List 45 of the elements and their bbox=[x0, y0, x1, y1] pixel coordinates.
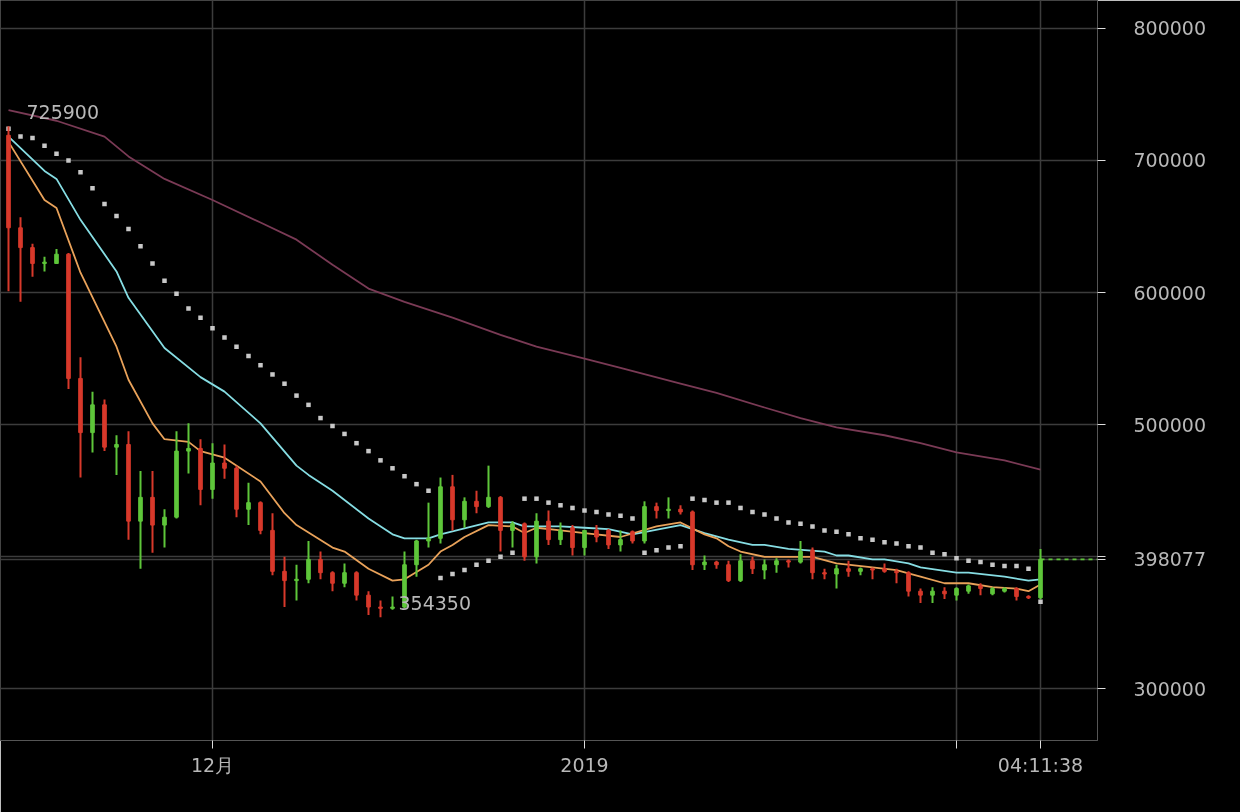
candlestick bbox=[30, 242, 35, 278]
candlestick bbox=[510, 520, 515, 549]
candlestick bbox=[906, 570, 911, 598]
candlestick bbox=[486, 464, 491, 509]
candlestick bbox=[186, 422, 191, 475]
y-tick-label: 800000 bbox=[1133, 17, 1207, 40]
y-tick-label: 398077 bbox=[1133, 548, 1207, 571]
x-tick-label: 2019 bbox=[560, 753, 609, 776]
x-tick-label: 04:11:38 bbox=[997, 753, 1084, 776]
candlestick bbox=[570, 524, 575, 557]
candlestick bbox=[666, 496, 671, 520]
y-tick-label: 500000 bbox=[1133, 413, 1207, 436]
candlestick bbox=[558, 521, 563, 546]
candlestick bbox=[582, 529, 587, 557]
candlestick bbox=[294, 563, 299, 602]
candlestick bbox=[474, 489, 479, 515]
candlestick bbox=[18, 216, 23, 303]
candlestick bbox=[282, 555, 287, 609]
y-tick-label: 700000 bbox=[1133, 149, 1207, 172]
candlestick bbox=[726, 559, 731, 583]
y-tick-label: 300000 bbox=[1133, 677, 1207, 700]
candlestick bbox=[330, 570, 335, 593]
candlestick bbox=[246, 481, 251, 527]
candlestick bbox=[738, 553, 743, 583]
candlestick bbox=[162, 508, 167, 549]
candlestick bbox=[546, 509, 551, 546]
candlestick bbox=[834, 563, 839, 590]
y-tick-label: 600000 bbox=[1133, 281, 1207, 304]
candlestick bbox=[618, 529, 623, 553]
candlestick bbox=[606, 528, 611, 550]
annotation: 725900 bbox=[26, 101, 100, 124]
x-tick-label: 12月 bbox=[190, 753, 235, 776]
candlestick bbox=[306, 539, 311, 585]
candlestick bbox=[222, 443, 227, 480]
candlestick bbox=[414, 538, 419, 578]
candlestick bbox=[342, 562, 347, 589]
candlestick bbox=[138, 469, 143, 570]
candlestick bbox=[366, 590, 371, 616]
candlestick bbox=[354, 570, 359, 602]
candlestick bbox=[426, 501, 431, 549]
candlestick bbox=[462, 496, 467, 529]
candlestick bbox=[114, 434, 119, 476]
candlestick bbox=[762, 558, 767, 581]
candlestick bbox=[810, 546, 815, 581]
candlestick bbox=[318, 550, 323, 581]
